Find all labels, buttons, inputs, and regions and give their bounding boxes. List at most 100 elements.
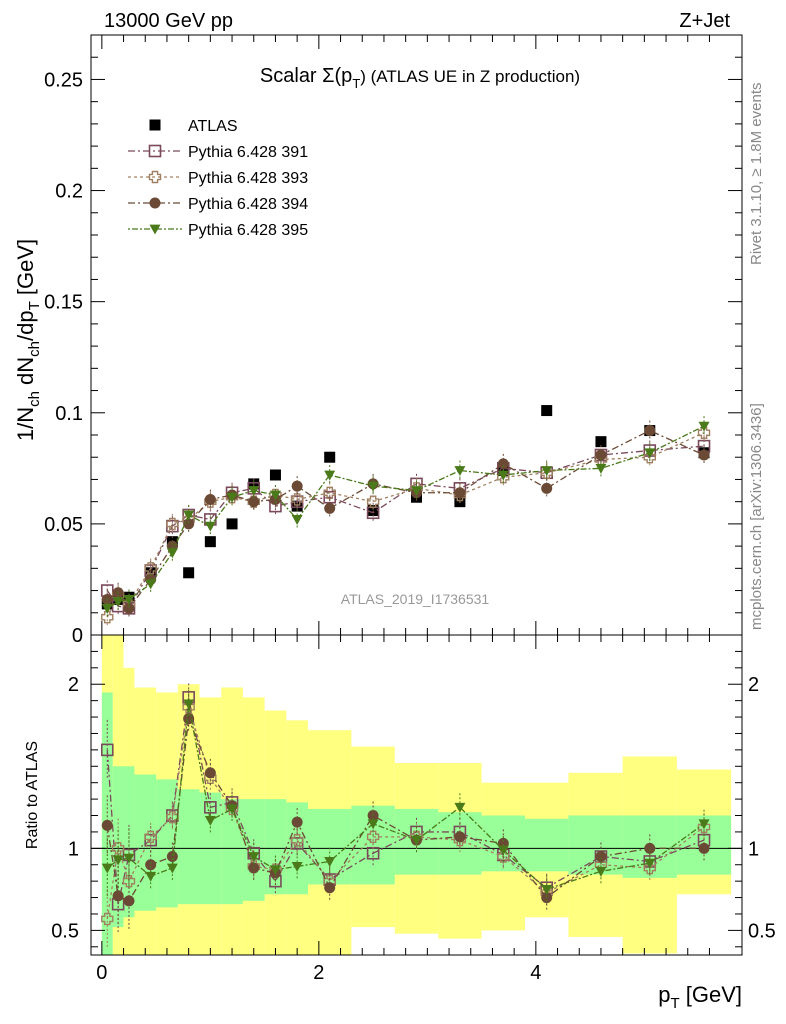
ratio-data-point [291,816,303,828]
ratio-data-point [698,819,710,830]
data-point [101,603,113,614]
y-tick-label: 0.2 [55,181,83,203]
data-point [541,482,553,494]
y-axis-title: 1/Nch dNch/dpT [GeV] [13,239,43,441]
x-tick-label: 2 [313,962,324,984]
ratio-data-point [595,851,607,863]
legend-item: Pythia 6.428 394 [128,196,308,213]
y-axis-title-sub: T [26,301,43,310]
ratio-data-point [101,912,114,926]
ratio-series-line [106,718,705,902]
data-point [248,486,260,497]
legend-item: Pythia 6.428 395 [128,222,308,239]
plot-title-part: Scalar Σ(p [260,65,352,87]
y-tick-label: 0.25 [44,69,83,91]
ratio-series-pythia-6-428-395 [101,689,710,904]
data-point [291,515,303,525]
legend-marker [148,144,162,158]
ratio-data-point [411,835,422,846]
data-point [166,548,178,559]
data-point [166,517,179,531]
plot-title-part: ) (ATLAS UE in Z production) [360,67,580,86]
ratio-y-tick-label: 0.5 [51,920,79,942]
ratio-data-point [497,850,510,863]
ratio-data-point [324,857,336,867]
data-point [183,510,195,521]
band-inner-bin [221,799,243,905]
legend-marker [149,197,161,209]
legend-label: ATLAS [188,118,238,135]
ratio-data-point [204,767,216,779]
legend-marker [148,170,162,184]
ratio-data-point [366,830,380,844]
x-axis-title-part: p [658,982,670,1007]
data-point [123,602,135,614]
y-tick-label: 0.1 [55,403,83,425]
data-point [595,463,607,474]
data-point [204,536,216,548]
ratio-data-point [166,863,178,874]
series-line [106,429,705,610]
legend: ATLAS Pythia 6.428 391 Pythia 6.428 393 Pyt… [128,118,308,239]
ratio-data-point [291,861,303,872]
ratio-data-point [698,842,710,854]
ratio-y-tick-label: 2 [68,674,79,696]
ratio-data-point [145,871,157,882]
ratio-data-point [595,866,607,877]
ratio-y-tick-label-right: 1 [748,838,759,860]
legend-label: Pythia 6.428 394 [188,196,308,213]
ratio-data-point [123,895,135,907]
ratio-data-point [541,884,553,895]
ratio-data-point [112,890,124,902]
legend-label: Pythia 6.428 391 [188,144,308,161]
data-point [323,486,336,499]
ratio-data-point [112,855,124,866]
rivet-version-label: Rivet 3.1.10, ≥ 1.8M events [748,83,765,266]
plot-title-sub: T [352,76,360,91]
data-point [324,502,336,514]
ratio-series-line [106,697,705,905]
ratio-data-point [497,845,509,856]
ratio-frame [90,634,743,956]
y-tick-label: 0.05 [44,514,83,536]
data-point [697,426,711,439]
ratio-data-point [248,852,260,863]
data-point [123,595,135,605]
legend-marker [149,224,161,235]
series-line [106,445,705,610]
ratio-data-point [122,874,136,888]
series-atlas [101,405,710,610]
ratio-data-point [367,819,379,830]
ratio-data-point [644,842,656,854]
data-point [698,421,710,432]
data-point [497,470,509,481]
ratio-data-point [100,743,114,757]
data-point [204,521,216,532]
ratio-data-point [166,851,178,863]
series-pythia-6-428-395 [101,416,710,619]
ratio-data-point [454,831,466,843]
data-point [324,451,336,463]
x-axis-title: pT [GeV] [658,982,742,1012]
plot-title: Scalar Σ(pT) (ATLAS UE in Z production) [260,65,580,91]
data-point [183,518,195,530]
ratio-data-point [123,853,135,864]
series-pythia-6-428-394 [101,420,710,619]
data-point [367,505,379,517]
mcplots-source-label: mcplots.cern.ch [arXiv:1306.3436] [748,403,765,630]
data-point [290,493,304,506]
data-point [411,486,422,497]
data-point [366,495,380,508]
data-point [644,425,656,437]
ratio-data-point [454,802,466,813]
data-point [454,487,466,499]
x-tick-label: 0 [96,962,107,984]
ratio-data-point [111,842,125,855]
data-point [145,579,157,590]
x-axis-title-part: [GeV] [680,982,742,1007]
y-axis-title-part: /dp [13,310,38,341]
ratio-data-point [183,699,195,710]
data-point [226,492,238,503]
analysis-watermark: ATLAS_2019_I1736531 [341,591,490,607]
